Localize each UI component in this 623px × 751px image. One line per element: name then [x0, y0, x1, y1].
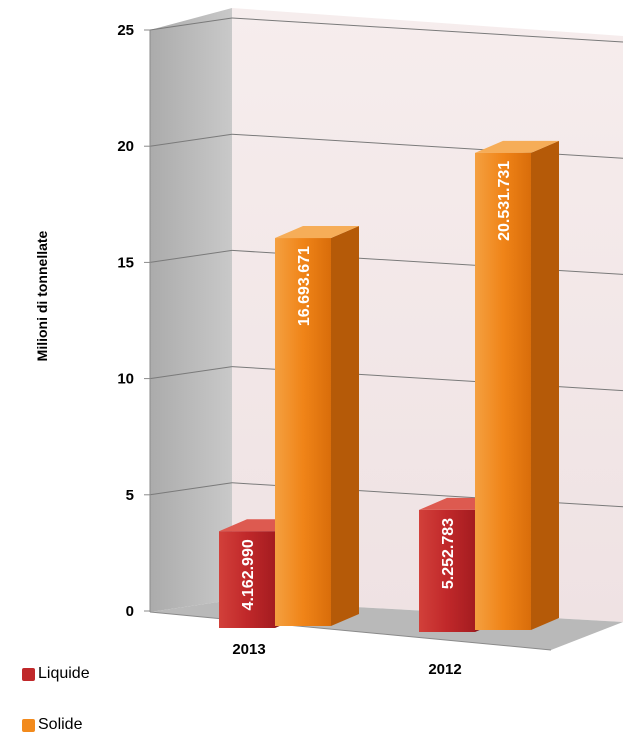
bar-top-solide-2013: [275, 226, 359, 239]
y-tick-label: 10: [117, 371, 134, 388]
y-axis-label: Milioni di tonnellate: [34, 230, 50, 361]
gridline: [231, 17, 623, 43]
data-label-solide-2012: 20.531.731: [496, 161, 513, 241]
gridline-side: [149, 17, 233, 31]
y-tick-label: 0: [126, 603, 134, 620]
gridline-side: [149, 366, 233, 380]
gridline-side: [149, 133, 233, 147]
bar-top-solide-2012: [475, 140, 559, 153]
legend-item-liquide: Liquide: [22, 664, 90, 684]
y-tick-label: 25: [117, 22, 134, 39]
data-label-liquide-2012: 5.252.783: [440, 518, 457, 589]
bar-solide-2013: [275, 238, 331, 626]
bar-side-solide-2013: [331, 226, 359, 626]
legend-swatch-solide: [22, 718, 35, 732]
bars: 4.162.990 16.693.671 5.252.783 20.531.731: [219, 140, 559, 632]
category-label-2013: 2013: [232, 641, 265, 658]
category-label-2012: 2012: [428, 661, 461, 678]
gridline-side: [149, 482, 233, 496]
x-axis-line: [149, 611, 552, 651]
data-label-solide-2013: 16.693.671: [296, 246, 313, 326]
y-tick-label: 5: [126, 487, 134, 504]
side-wall: [150, 8, 232, 612]
legend-label-solide: Solide: [38, 716, 83, 733]
legend-swatch-liquide: [22, 667, 35, 681]
legend-label-liquide: Liquide: [38, 665, 90, 682]
bar-side-solide-2012: [531, 140, 559, 630]
data-label-liquide-2013: 4.162.990: [240, 539, 257, 610]
y-ticks: 0 5 10 15 20 25: [117, 22, 150, 620]
bar-liquide-2012: [419, 509, 475, 632]
bar-liquide-2013: [219, 531, 275, 628]
y-tick-label: 15: [117, 254, 134, 271]
y-tick-label: 20: [117, 138, 134, 155]
bar-solide-2012: [475, 152, 531, 630]
legend-item-solide: Solide: [22, 715, 82, 735]
legend: Liquide Solide: [0, 642, 160, 747]
gridline-side: [149, 249, 233, 263]
